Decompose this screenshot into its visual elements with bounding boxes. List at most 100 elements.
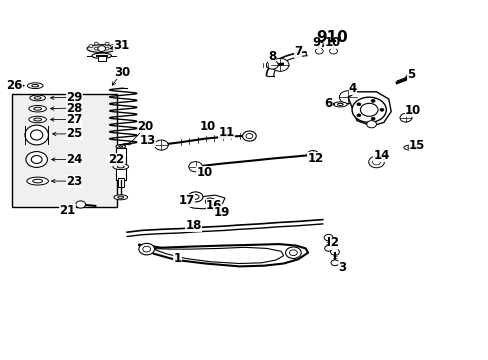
- Ellipse shape: [337, 103, 343, 105]
- Ellipse shape: [34, 118, 41, 121]
- Ellipse shape: [25, 125, 48, 145]
- Circle shape: [105, 47, 109, 50]
- Text: 12: 12: [306, 152, 323, 165]
- Circle shape: [324, 246, 332, 251]
- Text: 11: 11: [218, 126, 234, 139]
- Bar: [98, 56, 105, 61]
- Text: 30: 30: [114, 66, 130, 78]
- Text: 5: 5: [406, 68, 414, 81]
- Circle shape: [356, 114, 360, 117]
- Circle shape: [399, 113, 411, 122]
- Text: 8: 8: [268, 50, 276, 63]
- Ellipse shape: [27, 83, 43, 89]
- Text: 24: 24: [66, 153, 82, 166]
- Text: 2: 2: [329, 237, 337, 249]
- Text: 18: 18: [185, 219, 202, 232]
- Text: 22: 22: [108, 153, 124, 166]
- Text: 17: 17: [178, 194, 195, 207]
- Text: 23: 23: [66, 175, 82, 188]
- Circle shape: [89, 45, 93, 48]
- Text: 29: 29: [66, 91, 82, 104]
- Circle shape: [105, 42, 109, 45]
- Circle shape: [379, 108, 383, 111]
- Text: 21: 21: [59, 204, 76, 217]
- Ellipse shape: [113, 164, 128, 170]
- Circle shape: [356, 103, 360, 106]
- Circle shape: [372, 159, 380, 165]
- Circle shape: [289, 250, 297, 256]
- Ellipse shape: [33, 179, 42, 183]
- Ellipse shape: [117, 166, 124, 168]
- Text: 13: 13: [139, 134, 156, 147]
- Circle shape: [360, 103, 377, 116]
- Circle shape: [368, 156, 384, 168]
- Text: 31: 31: [113, 39, 129, 52]
- Circle shape: [76, 201, 85, 208]
- Circle shape: [242, 131, 256, 141]
- Text: 6: 6: [324, 97, 332, 110]
- Circle shape: [370, 117, 374, 120]
- Ellipse shape: [188, 192, 203, 202]
- Ellipse shape: [30, 95, 45, 101]
- Circle shape: [139, 243, 154, 255]
- Text: 10: 10: [324, 36, 340, 49]
- Circle shape: [205, 198, 215, 205]
- Circle shape: [351, 97, 386, 122]
- Circle shape: [330, 249, 339, 255]
- Circle shape: [366, 121, 376, 128]
- Text: 16: 16: [205, 199, 222, 212]
- Text: 4: 4: [348, 82, 356, 95]
- Ellipse shape: [119, 146, 122, 147]
- Bar: [118, 178, 123, 187]
- Text: 10: 10: [199, 120, 216, 133]
- Text: 26: 26: [6, 79, 23, 92]
- Circle shape: [329, 48, 337, 54]
- Ellipse shape: [29, 105, 46, 112]
- Circle shape: [285, 247, 301, 258]
- Text: 3: 3: [338, 261, 346, 274]
- Text: 28: 28: [66, 102, 82, 114]
- Ellipse shape: [118, 196, 123, 198]
- Circle shape: [306, 150, 318, 159]
- Ellipse shape: [211, 206, 221, 210]
- Ellipse shape: [26, 152, 47, 167]
- Circle shape: [188, 162, 202, 172]
- Text: 19: 19: [213, 206, 229, 219]
- Text: 10: 10: [196, 166, 212, 179]
- Circle shape: [142, 246, 150, 252]
- Ellipse shape: [114, 195, 127, 200]
- Text: 20: 20: [137, 120, 154, 133]
- Bar: [116, 148, 125, 180]
- Ellipse shape: [30, 130, 43, 140]
- Text: 15: 15: [408, 139, 425, 152]
- Polygon shape: [185, 195, 224, 209]
- Circle shape: [110, 45, 114, 48]
- Ellipse shape: [407, 147, 413, 149]
- Ellipse shape: [34, 107, 41, 110]
- Text: 7: 7: [294, 45, 302, 58]
- Circle shape: [245, 134, 252, 139]
- Circle shape: [94, 47, 98, 50]
- Text: 25: 25: [66, 127, 82, 140]
- Ellipse shape: [29, 116, 46, 123]
- Circle shape: [315, 48, 323, 54]
- Ellipse shape: [87, 45, 116, 53]
- Circle shape: [271, 58, 288, 71]
- Text: 10: 10: [404, 104, 421, 117]
- Polygon shape: [347, 92, 390, 126]
- Circle shape: [324, 234, 332, 241]
- Bar: [12, 94, 117, 207]
- Text: 14: 14: [372, 149, 389, 162]
- Circle shape: [98, 46, 105, 51]
- Text: 9: 9: [312, 36, 320, 49]
- Circle shape: [266, 60, 278, 69]
- Ellipse shape: [31, 156, 42, 163]
- Circle shape: [370, 99, 374, 102]
- Ellipse shape: [32, 85, 39, 87]
- Ellipse shape: [403, 145, 417, 150]
- Text: 910: 910: [316, 30, 347, 45]
- Text: 1: 1: [173, 252, 181, 265]
- Ellipse shape: [333, 102, 346, 107]
- Ellipse shape: [92, 53, 111, 59]
- Ellipse shape: [213, 207, 218, 209]
